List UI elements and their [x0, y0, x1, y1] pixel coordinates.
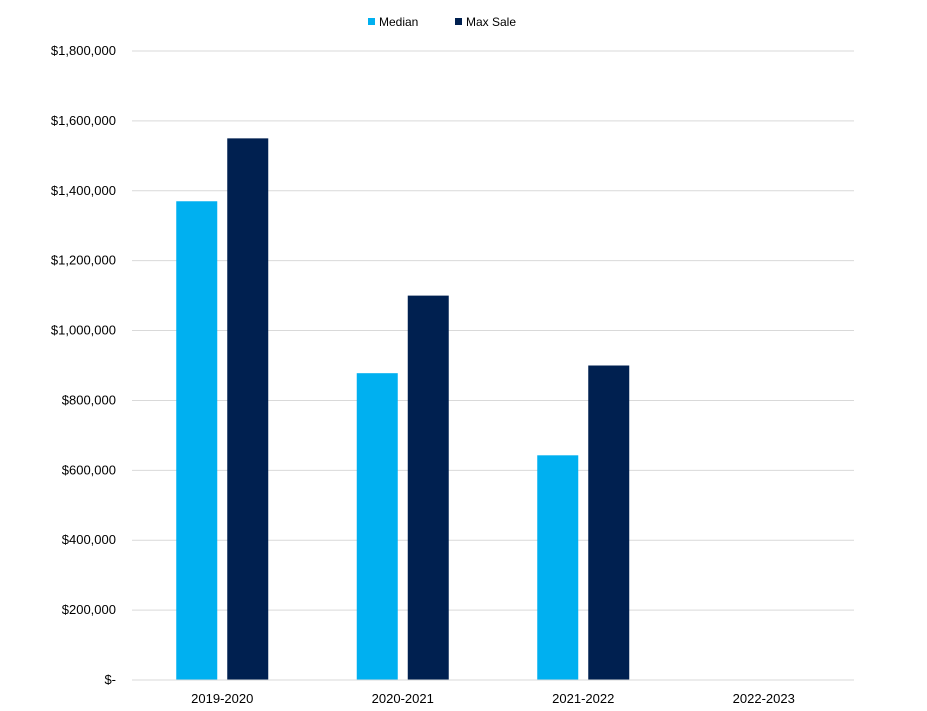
legend-label-median: Median [379, 15, 418, 29]
bar-median-2020-2021 [356, 373, 398, 680]
y-tick-label: $1,800,000 [51, 43, 116, 58]
x-tick-label: 2019-2020 [191, 691, 253, 706]
bar-median-2021-2022 [537, 455, 579, 680]
bar-max-sale-2021-2022 [588, 365, 630, 680]
y-tick-label: $400,000 [62, 532, 116, 547]
y-tick-label: $1,200,000 [51, 253, 116, 268]
y-tick-label: $600,000 [62, 462, 116, 477]
x-tick-label: 2021-2022 [552, 691, 614, 706]
legend-swatch-max-sale [455, 18, 462, 25]
legend: Median Max Sale [368, 15, 516, 29]
y-tick-label: $1,400,000 [51, 183, 116, 198]
bar-max-sale-2020-2021 [407, 295, 449, 680]
y-tick-label: $- [104, 672, 116, 687]
x-tick-label: 2020-2021 [372, 691, 434, 706]
bars [176, 138, 630, 681]
bar-median-2019-2020 [176, 201, 218, 680]
legend-swatch-median [368, 18, 375, 25]
y-tick-label: $800,000 [62, 392, 116, 407]
y-tick-label: $1,600,000 [51, 113, 116, 128]
y-tick-label: $1,000,000 [51, 323, 116, 338]
y-tick-label: $200,000 [62, 602, 116, 617]
legend-label-max-sale: Max Sale [466, 15, 516, 29]
x-axis: 2019-2020 2020-2021 2021-2022 2022-2023 [132, 679, 854, 706]
bar-max-sale-2019-2020 [227, 138, 269, 681]
x-tick-label: 2022-2023 [733, 691, 795, 706]
y-axis: $- $200,000 $400,000 $600,000 $800,000 $1,000… [51, 43, 116, 687]
